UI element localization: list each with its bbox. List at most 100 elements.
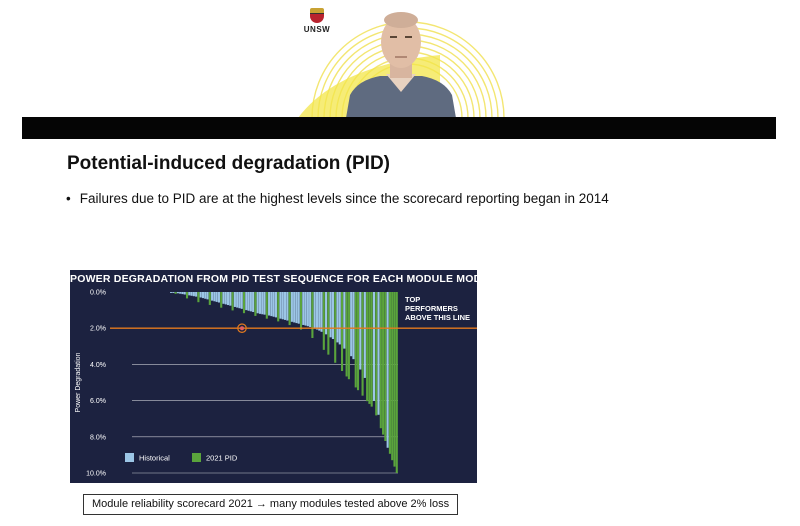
bar-historical — [201, 292, 205, 299]
slide-caption: Module reliability scorecard 2021 → many… — [83, 494, 459, 515]
bar-historical — [222, 292, 225, 304]
bar-2021-pid — [231, 292, 234, 311]
bar-historical — [204, 292, 207, 299]
bar-2021-pid — [379, 292, 382, 429]
bar-2021-pid — [334, 292, 337, 363]
bar-historical — [320, 292, 323, 332]
bar-2021-pid — [382, 292, 385, 435]
bar-historical — [183, 292, 186, 295]
bar-historical — [306, 292, 309, 327]
bar-2021-pid — [322, 292, 325, 350]
bar-2021-pid — [265, 292, 268, 319]
bar-historical — [274, 292, 277, 318]
legend-label: 2021 PID — [206, 454, 238, 463]
bar-2021-pid — [395, 292, 398, 473]
legend-swatch — [192, 453, 201, 462]
bar-historical — [302, 292, 305, 325]
bar-historical — [377, 292, 380, 415]
bar-historical — [229, 292, 232, 306]
legend-swatch — [125, 453, 134, 462]
cursor-dot-icon — [240, 326, 244, 331]
video-feed: UNSW — [0, 0, 800, 118]
bar-historical — [213, 292, 216, 302]
bar-2021-pid — [391, 292, 394, 461]
pid-degradation-chart: POWER DEGRADATION FROM PID TEST SEQUENCE… — [70, 270, 496, 483]
bar-2021-pid — [375, 292, 378, 416]
cursor-marker-icon — [237, 323, 247, 333]
bar-2021-pid — [341, 292, 344, 371]
bar-historical — [338, 292, 341, 345]
bar-historical — [252, 292, 255, 312]
bar-2021-pid — [277, 292, 280, 322]
bar-2021-pid — [345, 292, 348, 377]
bar-historical — [263, 292, 266, 315]
y-tick-label: 8.0% — [90, 434, 106, 441]
bar-historical — [245, 292, 248, 311]
bar-historical — [238, 292, 241, 309]
bar-2021-pid — [254, 292, 257, 316]
bar-historical — [331, 292, 334, 340]
bar-historical — [352, 292, 355, 360]
bar-historical — [217, 292, 220, 303]
bar-historical — [272, 292, 275, 317]
y-tick-label: 4.0% — [90, 362, 106, 369]
bar-2021-pid — [288, 292, 291, 326]
slide-title: Potential-induced degradation (PID) — [67, 153, 391, 174]
bar-historical — [206, 292, 209, 300]
bar-2021-pid — [197, 292, 200, 303]
bar-historical — [363, 292, 366, 378]
bar-historical — [309, 292, 312, 328]
bar-historical — [336, 292, 339, 343]
bar-historical — [179, 292, 182, 294]
bar-2021-pid — [361, 292, 364, 396]
bar-historical — [224, 292, 227, 305]
bar-historical — [192, 292, 195, 297]
bar-2021-pid — [368, 292, 371, 404]
bar-historical — [359, 292, 362, 370]
bar-historical — [233, 292, 236, 307]
bar-historical — [172, 292, 175, 293]
unsw-logo: UNSW — [300, 8, 334, 34]
bar-2021-pid — [354, 292, 357, 388]
bar-historical — [195, 292, 198, 297]
presenter-video — [346, 12, 456, 118]
bar-historical — [247, 292, 250, 311]
bar-2021-pid — [327, 292, 330, 355]
bar-2021-pid — [388, 292, 391, 454]
bullet-marker: • — [66, 191, 71, 206]
bar-historical — [249, 292, 252, 312]
threshold-annotation-line: TOP — [405, 295, 420, 304]
bar-historical — [211, 292, 214, 301]
bar-historical — [350, 292, 353, 357]
bar-historical — [268, 292, 271, 316]
bar-historical — [325, 292, 328, 335]
bar-historical — [286, 292, 289, 321]
legend-label: Historical — [139, 454, 170, 463]
threshold-annotation-line: PERFORMERS — [405, 304, 458, 313]
bar-historical — [313, 292, 316, 329]
bar-2021-pid — [242, 292, 246, 314]
y-axis-label: Power Degradation — [75, 352, 82, 412]
bar-2021-pid — [311, 292, 314, 338]
bar-historical — [372, 292, 376, 401]
presentation-slide: Potential-induced degradation (PID) • Fai… — [22, 139, 776, 524]
bar-2021-pid — [347, 292, 350, 380]
y-tick-label: 0.0% — [90, 290, 106, 297]
bar-historical — [290, 292, 293, 322]
bar-historical — [190, 292, 193, 296]
bar-2021-pid — [220, 292, 223, 308]
bar-historical — [240, 292, 243, 309]
y-tick-label: 6.0% — [90, 398, 106, 405]
bar-historical — [329, 292, 332, 338]
y-tick-label: 10.0% — [86, 471, 106, 478]
bar-historical — [297, 292, 300, 324]
bar-2021-pid — [356, 292, 360, 391]
bar-2021-pid — [185, 292, 189, 299]
bar-historical — [170, 292, 173, 293]
bar-2021-pid — [174, 292, 177, 294]
bar-2021-pid — [393, 292, 396, 467]
bar-historical — [281, 292, 284, 320]
bar-historical — [304, 292, 307, 326]
bar-2021-pid — [384, 292, 387, 442]
chart-title: POWER DEGRADATION FROM PID TEST SEQUENCE… — [70, 273, 496, 285]
